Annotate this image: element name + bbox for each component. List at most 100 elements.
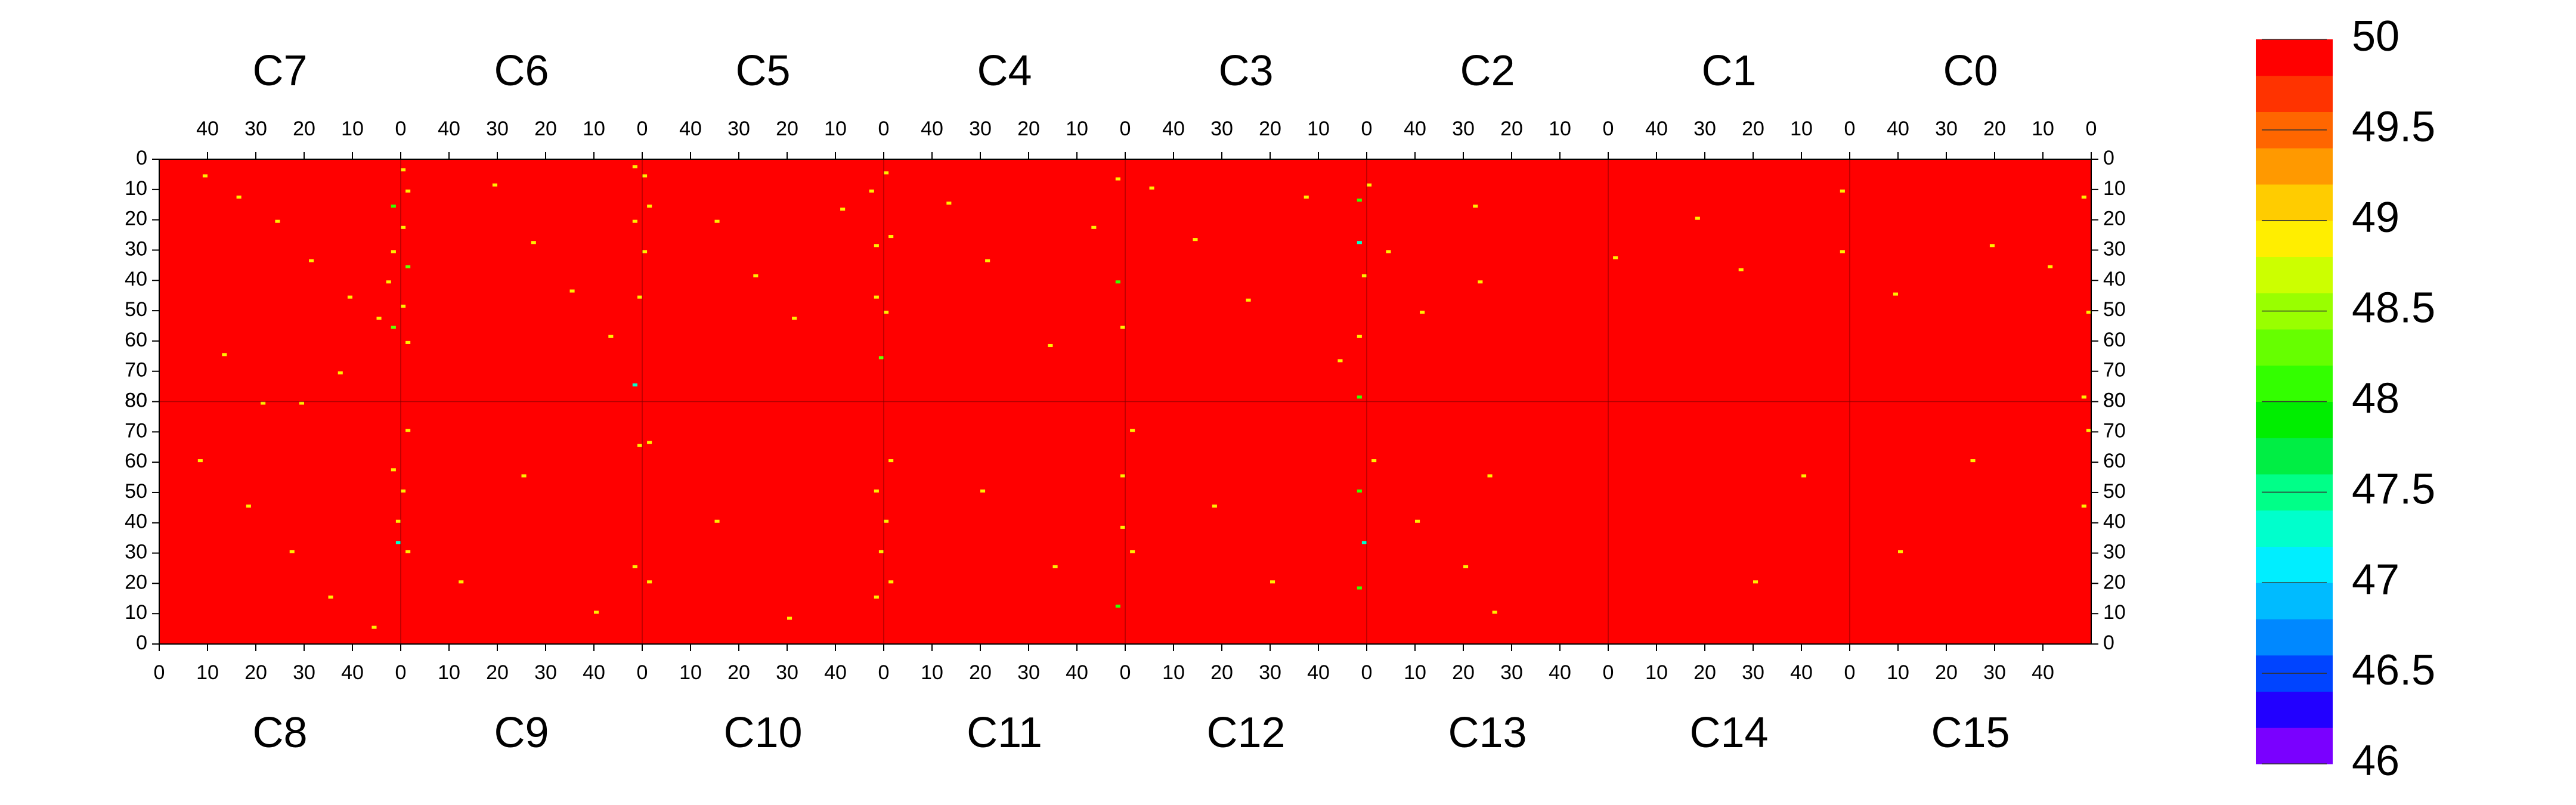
x-tick-label: 10 [1162,661,1185,684]
heatmap-cell [1371,459,1377,463]
x-tick-label: 20 [1500,117,1523,140]
y-tick-label: 70 [125,419,147,442]
heatmap-cell [347,295,352,299]
heatmap-cell [1753,580,1758,584]
heatmap-cell [1898,550,1903,553]
panel-title: C8 [252,709,307,757]
heatmap-cell [874,595,879,599]
heatmap-cell [1487,474,1493,478]
colorbar-band [2256,256,2333,293]
y-tick-label: 40 [125,268,147,290]
heatmap-cell [2081,195,2086,199]
colorbar-band [2256,510,2333,547]
x-tick-label: 40 [1307,661,1330,684]
colorbar-label: 47.5 [2352,465,2435,513]
x-tick-label: 10 [1549,117,1571,140]
panel-title: C4 [977,47,1032,95]
panel-title: C12 [1206,709,1285,757]
heatmap-cell [985,259,990,262]
y-tick-label: 0 [136,631,147,654]
x-tick-label: 40 [921,117,943,140]
heatmap-cell [874,295,879,299]
heatmap-cell [401,225,406,229]
heatmap-cell [1361,274,1367,278]
x-tick-label: 0 [1361,117,1373,140]
x-tick-label: 20 [534,117,557,140]
x-tick-label: 0 [637,661,648,684]
x-tick-label: 0 [1844,661,1856,684]
heatmap-cell [884,171,889,175]
heatmap-cell [338,371,343,374]
heatmap-cell [647,441,652,444]
x-tick-label: 10 [196,661,219,684]
y-tick-label: 30 [2103,237,2126,260]
x-tick-label: 30 [969,117,992,140]
x-tick-label: 10 [679,661,702,684]
heatmap-cell [1613,256,1618,259]
heatmap-cell [1048,343,1053,348]
colorbar-label: 48.5 [2352,284,2435,332]
heatmap-cell [647,205,652,208]
colorbar-band [2256,184,2333,221]
heatmap-cell [1270,580,1275,584]
heatmap-cell [1120,474,1125,478]
x-tick-label: 0 [1120,117,1131,140]
heatmap-cell [401,168,406,172]
y-tick-label: 50 [2103,298,2126,321]
panel-title: C10 [723,709,802,757]
heatmap-cell [1357,199,1362,202]
heatmap-cell [236,195,242,199]
y-tick-label: 10 [2103,601,2126,624]
heatmap-cell [1420,311,1425,314]
heatmap-cell [1120,525,1125,529]
x-tick-label: 0 [2086,117,2097,140]
colorbar-band [2256,39,2333,76]
heatmap-cell [1473,205,1478,208]
y-tick-label: 70 [2103,419,2126,442]
x-tick-label: 30 [293,661,315,684]
x-tick-label: 30 [1210,117,1233,140]
heatmap-cell [1695,216,1700,220]
heatmap-cell [401,489,406,493]
x-tick-label: 20 [1935,661,1958,684]
x-tick-label: 30 [244,117,267,140]
x-tick-label: 10 [438,661,460,684]
x-tick-label: 20 [727,661,750,684]
panel-title: C11 [967,709,1042,757]
colorbar-band [2256,438,2333,475]
y-tick-label: 80 [125,389,147,411]
y-tick-label: 20 [2103,208,2126,230]
heatmap-cell [637,295,642,299]
y-tick-label: 40 [125,510,147,533]
colorbar-band [2256,365,2333,402]
x-tick-label: 20 [1983,117,2006,140]
colorbar-band [2256,75,2333,112]
heatmap-cell [1840,250,1845,253]
x-tick-label: 20 [776,117,798,140]
colorbar-label: 50 [2352,13,2399,60]
x-tick-label: 10 [824,117,847,140]
heatmap-cell [888,459,894,463]
x-tick-label: 40 [1404,117,1426,140]
x-tick-label: 40 [824,661,847,684]
heatmap-cell [2086,311,2091,314]
heatmap-cell [222,353,227,357]
heatmap-cell [275,219,280,223]
colorbar-label: 46 [2352,737,2399,785]
y-tick-label: 10 [2103,177,2126,200]
x-tick-label: 0 [154,661,165,684]
x-tick-label: 30 [1017,661,1040,684]
colorbar-band [2256,401,2333,438]
y-tick-label: 50 [125,298,147,321]
y-tick-label: 0 [136,147,147,169]
heatmap-cell [1115,177,1120,181]
heatmap-cell [753,274,758,278]
heatmap-cell [1149,186,1154,190]
y-tick-label: 60 [2103,329,2126,351]
x-tick-label: 30 [1742,661,1764,684]
x-tick-label: 30 [1500,661,1523,684]
x-tick-label: 10 [341,117,364,140]
y-tick-label: 70 [2103,359,2126,382]
colorbar-label: 46.5 [2352,646,2435,694]
